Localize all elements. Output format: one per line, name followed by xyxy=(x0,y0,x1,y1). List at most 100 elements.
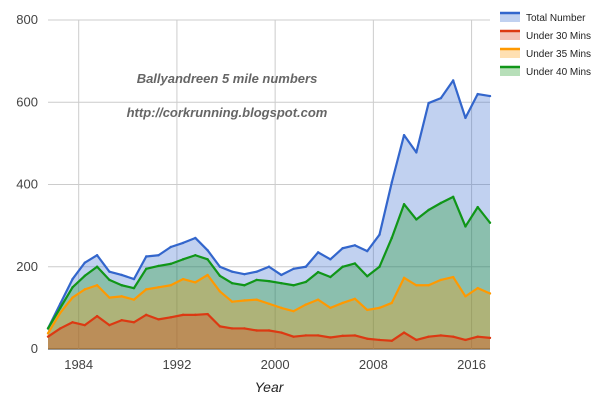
legend-swatch-under-35-mins xyxy=(500,49,520,58)
point-under-40-mins-22 xyxy=(316,270,320,274)
y-tick-label-0: 0 xyxy=(31,341,38,356)
point-under-40-mins-12 xyxy=(194,254,197,257)
legend-swatch-under-30-mins xyxy=(500,31,520,40)
point-under-35-mins-32 xyxy=(439,278,443,282)
point-under-35-mins-7 xyxy=(132,298,136,301)
point-total-number-6 xyxy=(120,273,123,277)
point-under-40-mins-27 xyxy=(378,265,381,268)
point-total-number-19 xyxy=(280,273,283,277)
y-gridlines xyxy=(48,19,490,350)
area-under-40-mins xyxy=(48,196,490,349)
point-under-40-mins-35 xyxy=(476,205,479,209)
point-under-30-mins-0 xyxy=(46,335,50,338)
point-under-30-mins-24 xyxy=(341,334,344,338)
point-total-number-17 xyxy=(255,270,258,273)
point-under-30-mins-22 xyxy=(316,334,320,337)
point-under-40-mins-1 xyxy=(59,306,62,310)
point-under-30-mins-8 xyxy=(145,313,148,317)
point-under-40-mins-34 xyxy=(464,225,467,228)
point-under-35-mins-12 xyxy=(194,281,197,284)
point-under-35-mins-8 xyxy=(145,288,148,291)
point-total-number-8 xyxy=(145,255,148,258)
point-under-40-mins-23 xyxy=(329,275,332,279)
point-total-number-26 xyxy=(366,249,369,253)
point-under-40-mins-29 xyxy=(402,203,406,206)
point-under-30-mins-23 xyxy=(329,336,332,339)
point-total-number-4 xyxy=(95,254,99,257)
point-total-number-24 xyxy=(341,247,344,250)
point-under-30-mins-9 xyxy=(157,318,160,321)
point-total-number-12 xyxy=(194,236,197,240)
point-under-30-mins-25 xyxy=(353,334,357,337)
point-under-35-mins-29 xyxy=(402,276,406,280)
point-total-number-18 xyxy=(267,265,271,268)
legend: Total Number Under 30 Mins Under 35 Mins Un… xyxy=(500,11,591,78)
point-under-35-mins-11 xyxy=(181,277,185,281)
point-under-35-mins-21 xyxy=(304,303,308,306)
point-under-35-mins-19 xyxy=(280,306,283,310)
area-total-number xyxy=(48,80,490,350)
point-under-40-mins-32 xyxy=(439,201,443,205)
point-total-number-7 xyxy=(132,277,136,281)
point-under-35-mins-5 xyxy=(108,296,111,299)
point-total-number-9 xyxy=(157,254,160,257)
point-total-number-27 xyxy=(378,233,381,236)
point-under-35-mins-10 xyxy=(169,284,172,287)
point-total-number-10 xyxy=(169,245,172,249)
area-under-35-mins xyxy=(48,274,490,349)
point-under-40-mins-30 xyxy=(415,218,418,221)
point-under-30-mins-6 xyxy=(120,319,123,322)
y-tick-label-800: 800 xyxy=(16,12,38,27)
point-total-number-15 xyxy=(230,270,234,273)
point-under-30-mins-20 xyxy=(292,335,295,338)
point-under-40-mins-7 xyxy=(132,286,136,290)
point-under-30-mins-32 xyxy=(439,334,443,337)
point-under-30-mins-35 xyxy=(476,335,479,338)
point-under-30-mins-4 xyxy=(95,314,99,318)
legend-label-under-30-mins: Under 30 Mins xyxy=(526,31,591,42)
point-under-40-mins-18 xyxy=(267,279,271,283)
series-lines xyxy=(46,79,492,342)
point-under-40-mins-26 xyxy=(366,275,369,278)
point-total-number-21 xyxy=(304,265,308,268)
point-under-30-mins-11 xyxy=(181,313,185,317)
point-under-40-mins-14 xyxy=(218,274,222,277)
x-tick-label-2016: 2016 xyxy=(457,357,486,372)
point-under-40-mins-21 xyxy=(304,280,308,284)
point-total-number-13 xyxy=(206,249,209,252)
point-under-35-mins-6 xyxy=(120,295,123,298)
point-total-number-5 xyxy=(108,270,111,273)
point-total-number-34 xyxy=(464,116,467,120)
point-total-number-33 xyxy=(451,79,455,82)
point-total-number-31 xyxy=(427,101,430,105)
point-under-35-mins-20 xyxy=(292,309,295,313)
point-under-40-mins-28 xyxy=(390,236,393,240)
point-under-30-mins-10 xyxy=(169,316,172,319)
point-under-35-mins-22 xyxy=(316,298,320,301)
point-under-35-mins-2 xyxy=(71,296,74,299)
point-under-30-mins-18 xyxy=(267,329,271,332)
point-under-30-mins-7 xyxy=(132,321,136,324)
point-under-35-mins-25 xyxy=(353,297,357,301)
point-under-30-mins-15 xyxy=(230,327,234,330)
point-total-number-16 xyxy=(243,272,246,276)
point-total-number-2 xyxy=(71,277,74,281)
point-under-30-mins-5 xyxy=(108,323,111,327)
point-total-number-28 xyxy=(390,181,393,184)
point-total-number-1 xyxy=(59,302,62,305)
point-under-35-mins-15 xyxy=(230,300,234,303)
point-total-number-25 xyxy=(353,244,357,247)
point-under-35-mins-34 xyxy=(464,295,467,298)
point-under-35-mins-13 xyxy=(206,273,209,277)
x-tick-label-2000: 2000 xyxy=(261,357,290,372)
y-tick-label-600: 600 xyxy=(16,94,38,109)
legend-swatch-under-40-mins xyxy=(500,67,520,76)
chart-annotation-url: http://corkrunning.blogspot.com xyxy=(127,105,328,120)
point-under-35-mins-30 xyxy=(415,284,418,287)
point-under-30-mins-34 xyxy=(464,338,467,342)
point-total-number-32 xyxy=(439,96,443,100)
point-under-40-mins-0 xyxy=(46,327,50,330)
point-under-30-mins-16 xyxy=(243,327,246,330)
point-under-35-mins-3 xyxy=(83,288,87,291)
point-under-40-mins-6 xyxy=(120,284,123,287)
